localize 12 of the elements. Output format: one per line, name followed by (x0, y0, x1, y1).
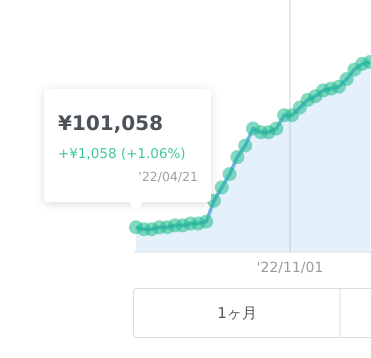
point (199, 214, 214, 229)
annotation: +¥1,058 (+1.06%) (58, 146, 186, 162)
text: '22/11/01 (256, 260, 324, 276)
point (340, 72, 354, 86)
point (269, 122, 284, 136)
period-button: 1ヶ月 (133, 288, 371, 338)
point (238, 138, 252, 153)
annotation: '22/04/21 (138, 169, 198, 184)
point (214, 180, 229, 194)
point (222, 167, 237, 182)
point (230, 150, 244, 164)
annotation: ¥101,058 (58, 111, 164, 135)
